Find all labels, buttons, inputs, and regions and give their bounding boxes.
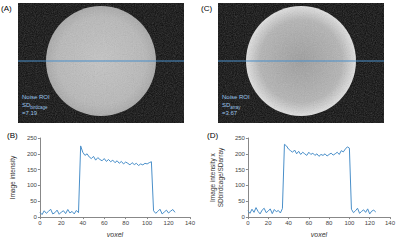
svg-text:200: 200 <box>235 151 246 157</box>
svg-text:=3.67: =3.67 <box>222 110 238 116</box>
svg-text:(D): (D) <box>207 131 218 140</box>
svg-text:=7.19: =7.19 <box>22 110 38 116</box>
svg-text:Image intensity x: Image intensity x <box>209 152 217 202</box>
svg-text:0: 0 <box>38 220 42 226</box>
svg-text:(B): (B) <box>7 131 18 140</box>
svg-text:SDbirdcage: SDbirdcage <box>22 102 48 110</box>
svg-text:80: 80 <box>326 220 333 226</box>
svg-text:250: 250 <box>235 135 246 141</box>
svg-text:60: 60 <box>305 220 312 226</box>
svg-text:50: 50 <box>30 198 37 204</box>
svg-text:200: 200 <box>27 151 38 157</box>
svg-text:140: 140 <box>185 220 196 226</box>
svg-text:voxel: voxel <box>311 231 328 238</box>
svg-text:(A): (A) <box>1 4 12 13</box>
svg-text:SDbirdcage/SDarray: SDbirdcage/SDarray <box>217 147 225 207</box>
svg-text:80: 80 <box>122 220 129 226</box>
svg-text:20: 20 <box>265 220 272 226</box>
svg-text:250: 250 <box>27 135 38 141</box>
svg-text:voxel: voxel <box>107 231 124 238</box>
svg-text:0: 0 <box>246 220 250 226</box>
svg-text:50: 50 <box>238 198 245 204</box>
svg-text:Noise ROI: Noise ROI <box>222 94 250 100</box>
svg-text:150: 150 <box>27 167 38 173</box>
svg-text:120: 120 <box>365 220 376 226</box>
svg-text:20: 20 <box>58 220 65 226</box>
svg-text:150: 150 <box>235 167 246 173</box>
svg-text:120: 120 <box>164 220 175 226</box>
svg-text:Image intensity: Image intensity <box>9 155 17 199</box>
svg-text:100: 100 <box>235 182 246 188</box>
svg-text:Noise ROI: Noise ROI <box>22 94 50 100</box>
svg-text:100: 100 <box>142 220 153 226</box>
svg-text:(C): (C) <box>201 4 212 13</box>
svg-text:60: 60 <box>101 220 108 226</box>
svg-text:100: 100 <box>344 220 355 226</box>
svg-text:SDarray: SDarray <box>222 102 241 110</box>
svg-text:140: 140 <box>385 220 396 226</box>
svg-text:40: 40 <box>79 220 86 226</box>
svg-text:0: 0 <box>34 214 38 220</box>
svg-text:40: 40 <box>285 220 292 226</box>
svg-text:100: 100 <box>27 182 38 188</box>
svg-text:0: 0 <box>242 214 246 220</box>
